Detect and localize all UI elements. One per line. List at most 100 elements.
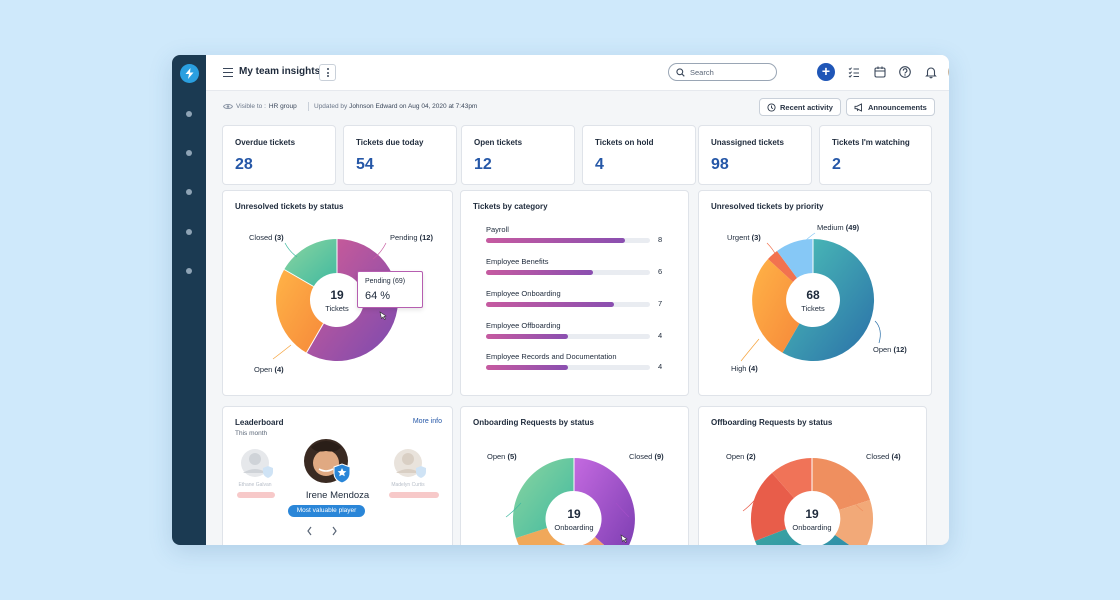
category-name: Employee Offboarding xyxy=(486,321,561,330)
category-value: 8 xyxy=(658,235,663,244)
category-row[interactable]: Payroll 8 xyxy=(486,225,666,244)
donut-center-value: 68 xyxy=(806,288,820,302)
category-bar-fill xyxy=(486,302,614,307)
category-bar-fill xyxy=(486,270,593,275)
rail-nav-dot-icon[interactable] xyxy=(186,189,192,195)
open-label: Open (2) xyxy=(726,452,756,461)
category-row[interactable]: Employee Onboarding 7 xyxy=(486,289,666,308)
priority-donut-chart[interactable] xyxy=(699,191,932,396)
announcements-button[interactable]: Announcements xyxy=(846,98,935,116)
rail-nav-dot-icon[interactable] xyxy=(186,111,192,117)
search-input[interactable]: Search xyxy=(668,63,777,81)
stat-value: 54 xyxy=(356,156,374,173)
open-segment xyxy=(276,269,324,353)
app-logo-icon[interactable] xyxy=(180,64,199,83)
tooltip-value: 64 % xyxy=(365,290,391,302)
add-button[interactable]: + xyxy=(817,63,835,81)
next-arrow-icon xyxy=(332,526,337,536)
category-value: 6 xyxy=(658,267,663,276)
card-title: Onboarding Requests by status xyxy=(473,418,594,427)
onboarding-chart-card: Onboarding Requests by status Open (5) C… xyxy=(460,406,689,545)
category-row[interactable]: Employee Records and Documentation 4 xyxy=(486,352,666,371)
eye-icon xyxy=(223,104,233,109)
priority-chart-card: Unresolved tickets by priority Urgent (3… xyxy=(698,190,932,396)
donut-center-label: Onboarding xyxy=(554,523,594,532)
more-info-link[interactable]: More info xyxy=(412,418,442,425)
category-value: 4 xyxy=(658,331,663,340)
app-window: My team insights Search + Visible to : H… xyxy=(172,55,949,545)
rail-nav-dot-icon[interactable] xyxy=(186,150,192,156)
info-bar: Visible to : HR group Updated by Johnson… xyxy=(206,91,949,121)
closed-label: Closed (4) xyxy=(866,452,901,461)
help-icon[interactable] xyxy=(898,65,912,79)
category-row[interactable]: Employee Benefits 6 xyxy=(486,257,666,276)
status-donut-chart[interactable] xyxy=(223,191,453,396)
category-name: Employee Onboarding xyxy=(486,289,561,298)
more-options-button[interactable] xyxy=(319,64,336,81)
pending-segment xyxy=(306,238,399,361)
leaderboard-card: Leaderboard This month More info Ethane … xyxy=(222,406,453,545)
hamburger-menu-icon[interactable] xyxy=(223,68,233,77)
card-title: Unresolved tickets by priority xyxy=(711,202,824,211)
open-label: Open (12) xyxy=(873,345,907,354)
notification-bell-icon[interactable] xyxy=(924,65,938,79)
recent-activity-button[interactable]: Recent activity xyxy=(759,98,841,116)
stat-label: Tickets I'm watching xyxy=(832,138,910,147)
urgent-segment xyxy=(768,251,797,282)
visibility-value: HR group xyxy=(268,103,297,110)
closed-label: Closed (3) xyxy=(249,233,284,242)
open-segment xyxy=(750,473,794,541)
onboarding-donut-chart[interactable] xyxy=(461,407,689,545)
leaderboard-left-name: Ethane Galvan xyxy=(238,482,272,488)
rail-nav-dot-icon[interactable] xyxy=(186,229,192,235)
history-icon xyxy=(767,102,776,112)
leaderboard-right-name: Madelyn Curtis xyxy=(391,482,425,488)
category-bar-track xyxy=(486,302,650,307)
stat-card-overdue[interactable]: Overdue tickets 28 xyxy=(222,125,336,185)
offboarding-donut-chart[interactable] xyxy=(699,407,927,545)
category-chart-card: Tickets by category Payroll 8 Employee Ben… xyxy=(460,190,689,396)
stat-card-due-today[interactable]: Tickets due today 54 xyxy=(343,125,457,185)
closed-label: Closed (9) xyxy=(629,452,664,461)
stat-card-unassigned[interactable]: Unassigned tickets 98 xyxy=(698,125,812,185)
category-bar-fill xyxy=(486,365,568,370)
user-avatar[interactable] xyxy=(948,63,949,81)
category-bar-track xyxy=(486,238,650,243)
search-placeholder: Search xyxy=(690,68,714,77)
rail-nav-dot-icon[interactable] xyxy=(186,268,192,274)
stat-label: Unassigned tickets xyxy=(711,138,784,147)
stat-label: Tickets due today xyxy=(356,138,424,147)
stat-card-watching[interactable]: Tickets I'm watching 2 xyxy=(819,125,932,185)
category-bar-track xyxy=(486,334,650,339)
checklist-icon[interactable] xyxy=(847,65,861,79)
page-title: My team insights xyxy=(239,66,321,77)
leaderboard-avatars xyxy=(241,439,426,536)
prev-arrow-icon xyxy=(307,526,312,536)
calendar-icon[interactable] xyxy=(873,65,887,79)
category-value: 4 xyxy=(658,362,663,371)
cursor-icon xyxy=(620,534,628,543)
announcements-label: Announcements xyxy=(868,102,927,112)
stat-card-on-hold[interactable]: Tickets on hold 4 xyxy=(582,125,696,185)
category-name: Payroll xyxy=(486,225,509,234)
category-bar-fill xyxy=(486,238,626,243)
updated-value: Johnson Edward on Aug 04, 2020 at 7:43pm xyxy=(349,103,478,110)
closed-segment xyxy=(812,458,870,510)
leaderboard-right-pill xyxy=(389,492,439,498)
chart-tooltip: Pending (69) 64 % xyxy=(357,271,423,308)
stat-label: Open tickets xyxy=(474,138,523,147)
card-title: Tickets by category xyxy=(473,202,548,211)
category-name: Employee Benefits xyxy=(486,257,549,266)
stat-card-open[interactable]: Open tickets 12 xyxy=(461,125,575,185)
card-title: Offboarding Requests by status xyxy=(711,418,833,427)
mvp-badge: Most valuable player xyxy=(288,505,365,517)
stat-value: 4 xyxy=(595,156,604,173)
search-icon xyxy=(676,68,685,77)
category-bar-track xyxy=(486,270,650,275)
left-rail xyxy=(172,55,206,545)
donut-center-value: 19 xyxy=(805,507,819,521)
pending-label: Pending (12) xyxy=(390,233,433,242)
stat-value: 98 xyxy=(711,156,729,173)
updated-prefix: Updated by xyxy=(314,103,348,110)
category-row[interactable]: Employee Offboarding 4 xyxy=(486,321,666,340)
